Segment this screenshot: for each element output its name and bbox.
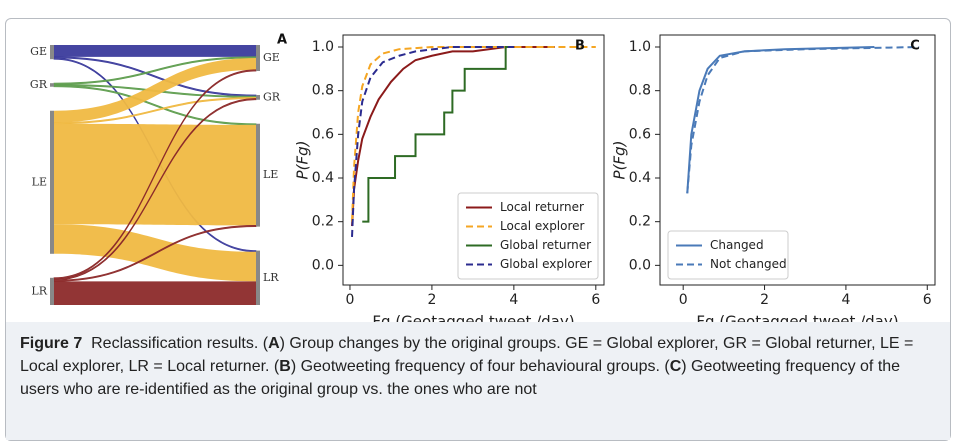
- series-line: [351, 46, 555, 227]
- x-tick-label: 6: [923, 292, 932, 308]
- legend-label: Changed: [710, 238, 764, 252]
- plot-frame: [659, 34, 936, 286]
- sankey-node: [50, 110, 54, 254]
- sankey-node: [256, 95, 260, 100]
- node-label: GR: [30, 78, 48, 91]
- series-line: [351, 46, 596, 222]
- node-label: LE: [32, 175, 47, 188]
- legend-label: Global explorer: [500, 257, 592, 271]
- x-tick-label: 4: [841, 292, 850, 308]
- y-tick-label: 0.6: [312, 126, 334, 142]
- series-line: [362, 46, 514, 223]
- y-tick-label: 0.6: [629, 126, 651, 142]
- x-tick-label: 0: [679, 292, 688, 308]
- sankey-link: [54, 45, 256, 57]
- y-tick-label: 0.4: [312, 170, 334, 186]
- figure-frame: [5, 18, 951, 441]
- caption-text: Reclassification results. (: [82, 335, 269, 352]
- caption-text: ) Geotweeting frequency of the users who…: [20, 358, 905, 398]
- caption: Figure 7 Reclassification results. (A) G…: [6, 322, 950, 440]
- y-tick-label: 1.0: [629, 39, 651, 55]
- y-tick-label: 0.0: [629, 257, 651, 273]
- plot-frame: [342, 34, 605, 286]
- series-line: [686, 46, 920, 194]
- legend-box: [667, 230, 789, 280]
- node-label: LE: [263, 168, 278, 181]
- sankey-node: [50, 277, 54, 305]
- y-tick-label: 0.2: [629, 214, 651, 230]
- y-tick-label: 1.0: [312, 39, 334, 55]
- node-label: LR: [263, 271, 279, 284]
- series-line: [686, 46, 875, 194]
- node-label: GE: [30, 45, 47, 58]
- x-tick-label: 2: [760, 292, 769, 308]
- y-tick-label: 0.0: [312, 257, 334, 273]
- y-tick-label: 0.8: [629, 83, 651, 99]
- sankey-link: [54, 281, 256, 305]
- sankey-node: [256, 250, 260, 305]
- x-axis-label: Fg (Geotagged tweet /day): [372, 313, 574, 323]
- caption-bold: A: [268, 335, 280, 352]
- x-tick-label: 2: [427, 292, 436, 308]
- y-axis-label: P(Fg): [294, 141, 312, 180]
- panel-label: B: [575, 39, 585, 54]
- sankey-node: [256, 123, 260, 227]
- y-tick-label: 0.8: [312, 83, 334, 99]
- y-tick-label: 0.2: [312, 214, 334, 230]
- panel-label: A: [277, 33, 287, 48]
- series-line: [351, 46, 514, 238]
- caption-bold: C: [669, 358, 682, 375]
- node-label: LR: [31, 284, 47, 297]
- sankey-node: [256, 45, 260, 72]
- legend-label: Global returner: [500, 238, 591, 252]
- y-tick-label: 0.4: [629, 170, 651, 186]
- node-label: GE: [263, 51, 280, 64]
- x-axis-label: Fg (Geotagged tweet /day): [696, 313, 898, 323]
- y-axis-label: P(Fg): [611, 141, 629, 180]
- caption-text: ) Group changes by the original groups. …: [20, 335, 918, 375]
- x-tick-label: 6: [591, 292, 600, 308]
- x-tick-label: 4: [509, 292, 518, 308]
- legend-label: Local explorer: [500, 219, 585, 233]
- figure: GE GE GR GR LE LE LR LR A 0 2 4 6 0.0 0.2 0.4 0.6 0.8 1.0 F…: [30, 33, 936, 323]
- sankey-link: [54, 58, 256, 123]
- caption-text: ) Geotweeting frequency of four behaviou…: [290, 358, 670, 375]
- legend-box: [457, 192, 599, 280]
- legend-label: Local returner: [500, 200, 584, 214]
- caption-bold: Figure 7: [20, 335, 83, 352]
- sankey-node: [50, 45, 54, 60]
- panel-label: C: [910, 39, 920, 54]
- caption-bold: B: [279, 358, 291, 375]
- legend-label: Not changed: [710, 257, 787, 271]
- sankey-node: [50, 83, 54, 87]
- node-label: GR: [263, 90, 281, 103]
- sankey-link: [53, 69, 257, 280]
- x-tick-label: 0: [346, 292, 355, 308]
